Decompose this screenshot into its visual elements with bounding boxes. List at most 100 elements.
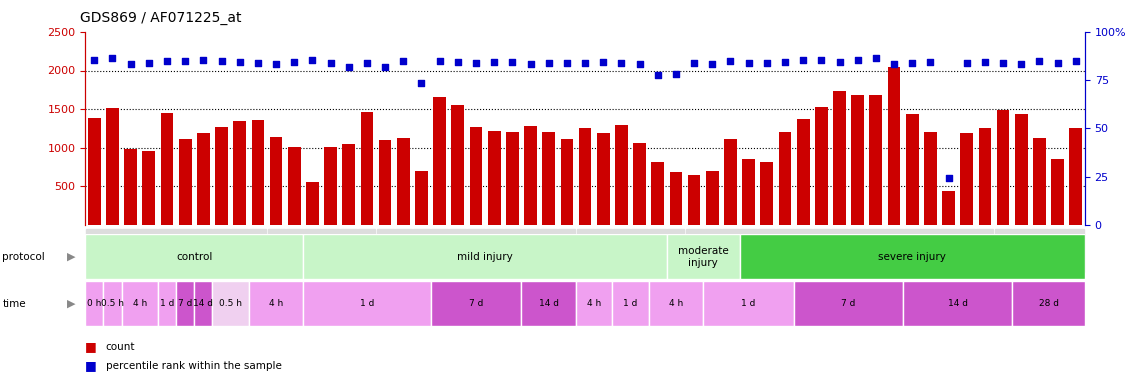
Bar [87, 118, 101, 225]
Bar [287, 147, 301, 225]
Bar [451, 105, 465, 225]
Text: 0.5 h: 0.5 h [101, 299, 124, 308]
Bar [521, 281, 576, 326]
Bar [106, 108, 119, 225]
Bar [249, 281, 303, 326]
Point [1030, 58, 1049, 64]
Point [994, 60, 1012, 66]
Point [122, 62, 140, 68]
Point [449, 59, 467, 65]
Point [776, 59, 794, 65]
Bar [560, 139, 574, 225]
Bar [815, 107, 828, 225]
Point [412, 80, 431, 86]
Point [703, 62, 721, 68]
Point [521, 60, 540, 66]
Text: ■: ■ [85, 340, 97, 353]
Point [812, 57, 830, 63]
Bar [124, 149, 137, 225]
Bar [794, 281, 903, 326]
Bar [669, 172, 683, 225]
Text: percentile rank within the sample: percentile rank within the sample [106, 361, 282, 370]
Bar [506, 132, 519, 225]
Point [1067, 58, 1085, 64]
Bar [596, 133, 610, 225]
Bar [215, 127, 228, 225]
Point [194, 57, 212, 63]
Bar [212, 281, 249, 326]
Bar [833, 91, 846, 225]
Point [321, 60, 340, 66]
Point [503, 59, 521, 65]
Point [849, 57, 867, 63]
Bar [1051, 159, 1064, 225]
Bar [542, 132, 556, 225]
Bar [342, 144, 356, 225]
Bar [960, 133, 974, 225]
Point [830, 59, 849, 65]
Text: 28 d: 28 d [1038, 299, 1059, 308]
Text: 14 d: 14 d [538, 299, 559, 308]
Text: severe injury: severe injury [878, 252, 946, 262]
Point [176, 58, 194, 64]
Bar [378, 140, 392, 225]
Bar [724, 139, 737, 225]
Text: 14 d: 14 d [193, 299, 214, 308]
Bar [887, 67, 901, 225]
Text: ▶: ▶ [67, 299, 76, 309]
Bar [869, 95, 883, 225]
Bar [667, 234, 740, 279]
Bar [942, 191, 955, 225]
Bar [651, 162, 665, 225]
Bar [487, 131, 501, 225]
Bar [360, 112, 374, 225]
Point [1012, 60, 1030, 66]
Bar [649, 281, 703, 326]
Bar [269, 137, 283, 225]
Point [285, 59, 303, 65]
Bar [778, 132, 792, 225]
Bar [433, 97, 446, 225]
Text: 4 h: 4 h [133, 299, 147, 308]
Text: 4 h: 4 h [669, 299, 683, 308]
Bar [576, 281, 612, 326]
Point [685, 60, 703, 66]
Point [939, 175, 958, 181]
Bar [178, 139, 192, 225]
Point [358, 60, 376, 66]
Point [976, 59, 994, 65]
Bar [251, 120, 265, 225]
Point [558, 60, 576, 66]
Point [376, 64, 394, 70]
Point [212, 58, 231, 64]
Point [721, 58, 740, 64]
Point [867, 55, 885, 61]
Text: mild injury: mild injury [457, 252, 513, 262]
Text: 0.5 h: 0.5 h [219, 299, 242, 308]
Bar [122, 281, 158, 326]
Point [267, 60, 285, 66]
Bar [85, 234, 303, 279]
Bar [197, 133, 210, 225]
Bar [306, 182, 319, 225]
Bar [760, 162, 774, 225]
Bar [1012, 281, 1085, 326]
Point [231, 59, 249, 65]
Point [540, 60, 558, 66]
Bar [687, 175, 701, 225]
Bar [415, 171, 428, 225]
Text: 1 d: 1 d [160, 299, 174, 308]
Bar [905, 114, 919, 225]
Point [303, 57, 321, 63]
Text: 7 d: 7 d [469, 299, 483, 308]
Point [667, 70, 685, 76]
Bar [431, 281, 521, 326]
Bar [615, 125, 628, 225]
Bar [303, 234, 667, 279]
Point [740, 60, 758, 66]
Point [140, 60, 158, 66]
Point [649, 72, 667, 78]
Text: 4 h: 4 h [269, 299, 283, 308]
Bar [996, 110, 1010, 225]
Bar [978, 128, 992, 225]
